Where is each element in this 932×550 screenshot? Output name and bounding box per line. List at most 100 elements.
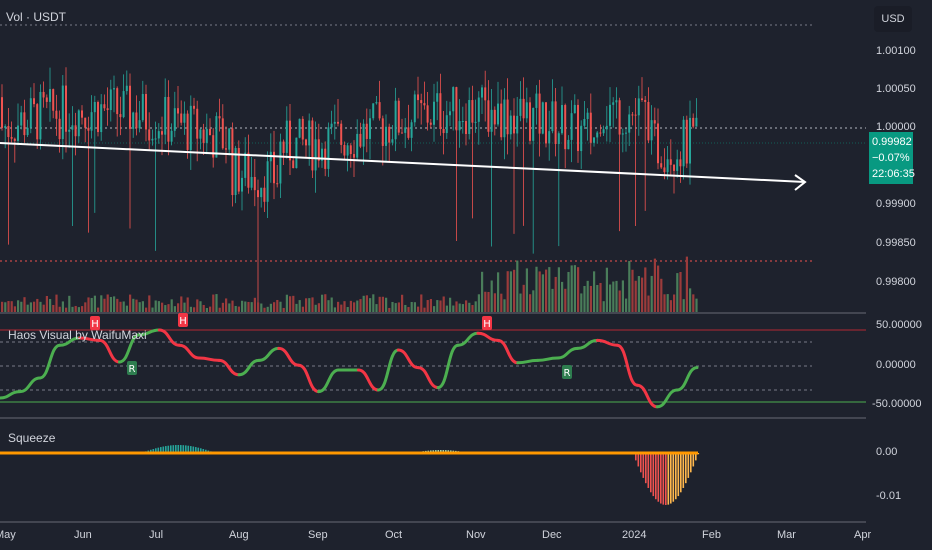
volume-bar [113,296,116,312]
volume-bar [145,307,148,312]
volume-bar [644,267,647,312]
squeeze-bar [682,453,685,488]
volume-bar [657,265,660,312]
volume-bar [487,291,490,312]
volume-bar [522,284,525,312]
time-tick: Apr [854,529,872,541]
squeeze-bar [650,453,652,493]
volume-bar [410,301,413,312]
chart-canvas[interactable]: H R H H R [0,0,866,550]
volume-bar [647,295,650,312]
squeeze-bar [685,453,687,484]
candle-body [573,104,576,114]
candle-body [586,112,589,119]
candle-body [513,115,515,134]
volume-bar [497,272,500,312]
haos-signal-label: H [483,319,491,330]
haos-tick: 0.00000 [876,359,916,371]
candle-body [337,121,339,124]
candle-body [93,102,96,113]
volume-bar [39,301,42,312]
candle-body [173,108,176,131]
volume-bar [529,294,532,312]
haos-line-segment [576,338,599,350]
squeeze-bar [167,445,170,453]
candle-body [58,118,61,140]
volume-bar [599,282,602,312]
candle-body [103,104,106,109]
candle-body [465,121,467,135]
volume-bar [148,295,151,312]
candle-body [346,145,349,156]
volume-bar [58,306,61,312]
candle-body [186,113,189,150]
volume-bar [337,301,340,312]
candle-body [644,99,647,102]
volume-bar [327,300,330,312]
candle-body [679,159,682,167]
candle-body [692,117,695,127]
bar-countdown: 22:06:35 [872,168,915,180]
candle-body [641,98,643,100]
volume-bar [573,265,576,312]
candle-body [532,107,535,141]
volume-bar [116,298,119,312]
volume-bar [298,300,301,312]
squeeze-bar [150,449,152,453]
candle-body [554,101,557,145]
volume-bar [106,294,109,312]
candle-body [7,126,10,138]
volume-bar [4,302,7,312]
volume-bar [77,307,80,312]
haos-signal-badge [482,316,492,330]
candle-body [455,87,458,131]
volume-bar [538,271,541,312]
candle-body [599,132,602,134]
volume-bar [221,302,224,312]
volume-bar [167,304,170,312]
squeeze-bar [655,453,657,500]
haos-title[interactable]: Haos Visual by WaifuMaxi [8,328,147,342]
volume-bar [282,307,285,312]
candle-body [61,85,64,140]
squeeze-bar [170,445,172,453]
squeeze-title[interactable]: Squeeze [8,431,56,445]
squeeze-bar [187,445,190,453]
volume-bar [84,302,87,312]
volume-bar [394,303,397,312]
candle-body [257,190,259,198]
squeeze-bar [190,446,192,453]
candle-body [314,139,317,171]
haos-line-segment [137,328,161,337]
currency-button[interactable]: USD [874,6,912,32]
candle-body [564,105,567,150]
volume-bar [692,294,695,312]
volume-bar [273,302,276,312]
volume-bar [173,306,176,312]
candle-body [26,127,29,136]
volume-bar [445,305,448,312]
candle-body [90,112,93,131]
price-tick: 1.00100 [876,45,916,57]
candle-body [615,100,618,103]
candle-body [39,91,42,140]
volume-bar [301,306,304,312]
volume-bar [637,276,640,312]
volume-bar [103,298,106,312]
haos-line-segment [635,383,659,409]
candle-body [545,102,547,144]
candle-body [529,102,531,141]
candle-body [276,183,279,185]
squeeze-bar [697,453,700,455]
candle-body [353,154,355,158]
volume-bar [561,281,564,312]
candle-body [522,98,525,119]
candle-body [97,102,99,133]
volume-bar [36,298,39,312]
volume-bar [346,307,349,312]
candle-body [557,133,560,145]
candle-body [481,87,483,98]
volume-bar [605,267,608,312]
volume-bar [52,304,55,312]
candle-body [321,148,323,161]
